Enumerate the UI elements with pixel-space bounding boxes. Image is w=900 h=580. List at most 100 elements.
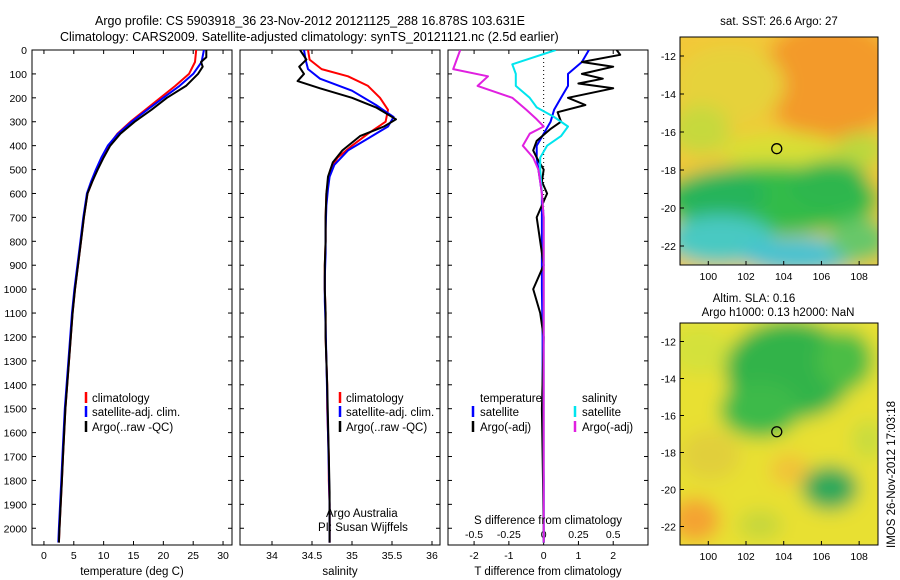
legend-label-t-argo: Argo(-adj) [480,422,531,434]
depth-tick-label: 1400 [4,380,28,392]
legend-label-s-argo: Argo(-adj) [582,422,633,434]
x-tick-label: 30 [217,550,229,562]
series-line-1 [303,50,395,543]
legend-label-satellite: satellite-adj. clim. [346,407,434,419]
x-tick-label: 34 [266,550,278,562]
salinity-plot: 34 34.5 35 35.5 36 [266,50,438,562]
series-line-1 [532,50,622,543]
depth-tick-label: 1200 [4,332,28,344]
sst-map-title: sat. SST: 26.6 Argo: 27 [720,16,838,28]
series-line-0 [307,50,389,543]
temperature-xlabel: temperature (deg C) [80,566,184,578]
argo-location-marker [771,143,783,155]
x-tick-label: -1 [504,550,513,562]
x-tick-label: 15 [128,550,140,562]
temperature-plot: 0 5 10 15 20 25 30 [41,50,229,562]
depth-tick-label: 1500 [4,404,28,416]
legend-label-satellite: satellite-adj. clim. [92,407,180,419]
depth-tick-label: 700 [9,212,27,224]
x-tick-label: 10 [98,550,110,562]
x-tick-label: 0 [41,550,47,562]
header-title-line2: Climatology: CARS2009. Satellite-adjuste… [60,30,559,44]
x-tick-label: 1 [576,550,582,562]
s-tick-label: 0.5 [606,529,621,541]
map-y-tick-label: -20 [661,485,676,497]
map-y-tick-label: -16 [661,127,676,139]
difference-xlabel-s: S difference from climatology [474,515,622,527]
header-title-line1: Argo profile: CS 5903918_36 23-Nov-2012 … [95,14,525,28]
map-y-tick-label: -18 [661,448,676,460]
difference-plot: -2 -1 0 1 2-0.5 -0.25 0 0.25 0.5 [452,50,622,562]
x-tick-label: 25 [187,550,199,562]
s-tick-label: -0.5 [465,529,483,541]
map-x-tick-label: 108 [850,271,868,283]
map-y-tick-label: -12 [661,51,676,63]
map-x-tick-label: 106 [813,551,831,563]
x-tick-label: 2 [610,550,616,562]
depth-tick-label: 300 [9,117,27,129]
difference-panel-frame [447,49,649,546]
depth-tick-label: 1700 [4,452,28,464]
legend-header-temperature: temperature [480,393,542,405]
s-tick-label: 0.25 [568,529,589,541]
map-x-tick-label: 104 [775,551,793,563]
legend-label-s-satellite: satellite [582,407,621,419]
map-x-tick-label: 102 [737,551,755,563]
temperature-panel-frame [31,49,233,546]
x-tick-label: 36 [426,550,438,562]
depth-tick-label: 1600 [4,428,28,440]
depth-tick-label: 0 [21,45,27,57]
depth-tick-label: 600 [9,188,27,200]
legend-header-salinity: salinity [582,393,617,405]
x-tick-label: 35.5 [382,550,403,562]
series-line-2 [296,50,397,543]
sla-map-axes: 100 102 104 106 108 -12 -14 -16 -18 -20 -22 [661,337,868,564]
legend-label-argo: Argo(..raw -QC) [92,422,173,434]
map-x-tick-label: 104 [775,271,793,283]
argo-location-marker [771,426,783,438]
s-tick-label: -0.25 [497,529,521,541]
depth-tick-label: 800 [9,236,27,248]
salinity-xlabel: salinity [322,566,357,578]
map-y-tick-label: -20 [661,203,676,215]
map-y-tick-label: -12 [661,337,676,349]
salinity-legend: climatology satellite-adj. clim. Argo(..… [338,392,434,434]
difference-xlabel-t: T difference from climatology [474,566,621,578]
salinity-panel-frame [239,49,441,546]
depth-tick-label: 100 [9,69,27,81]
sst-map [680,37,878,265]
depth-tick-label: 400 [9,141,27,153]
difference-legend: temperature salinity satellite Argo(-adj… [471,393,633,434]
depth-tick-label: 500 [9,165,27,177]
footer-stamp: IMOS 26-Nov-2012 17:03:18 [886,401,898,548]
depth-tick-label: 900 [9,260,27,272]
map-y-tick-label: -22 [661,241,676,253]
sla-map [680,323,878,545]
x-tick-label: 5 [71,550,77,562]
map-y-tick-label: -22 [661,522,676,534]
series-group [296,50,397,543]
depth-axis: 0 100 200 300 400 500 600 700 800 900 1000 1100 1200… [4,45,648,535]
legend-label-t-satellite: satellite [480,407,519,419]
legend-label-argo: Argo(..raw -QC) [346,422,427,434]
map-y-tick-label: -14 [661,89,676,101]
x-tick-label: 34.5 [302,550,323,562]
sla-map-frame [679,322,879,546]
temperature-legend: climatology satellite-adj. clim. Argo(..… [84,392,180,434]
x-tick-label: 35 [346,550,358,562]
depth-tick-label: 2000 [4,523,28,535]
x-tick-label: -2 [469,550,478,562]
map-x-tick-label: 100 [700,271,718,283]
series-line-3 [452,50,545,543]
map-y-tick-label: -14 [661,374,676,386]
depth-tick-label: 1300 [4,356,28,368]
series-line-2 [57,50,208,543]
depth-tick-label: 1800 [4,475,28,487]
map-x-tick-label: 100 [700,551,718,563]
depth-tick-label: 1100 [4,308,27,320]
depth-tick-label: 200 [9,93,27,105]
sla-map-subtitle: Argo h1000: 0.13 h2000: NaN [702,307,855,319]
x-tick-label: 20 [157,550,169,562]
map-y-tick-label: -18 [661,165,676,177]
